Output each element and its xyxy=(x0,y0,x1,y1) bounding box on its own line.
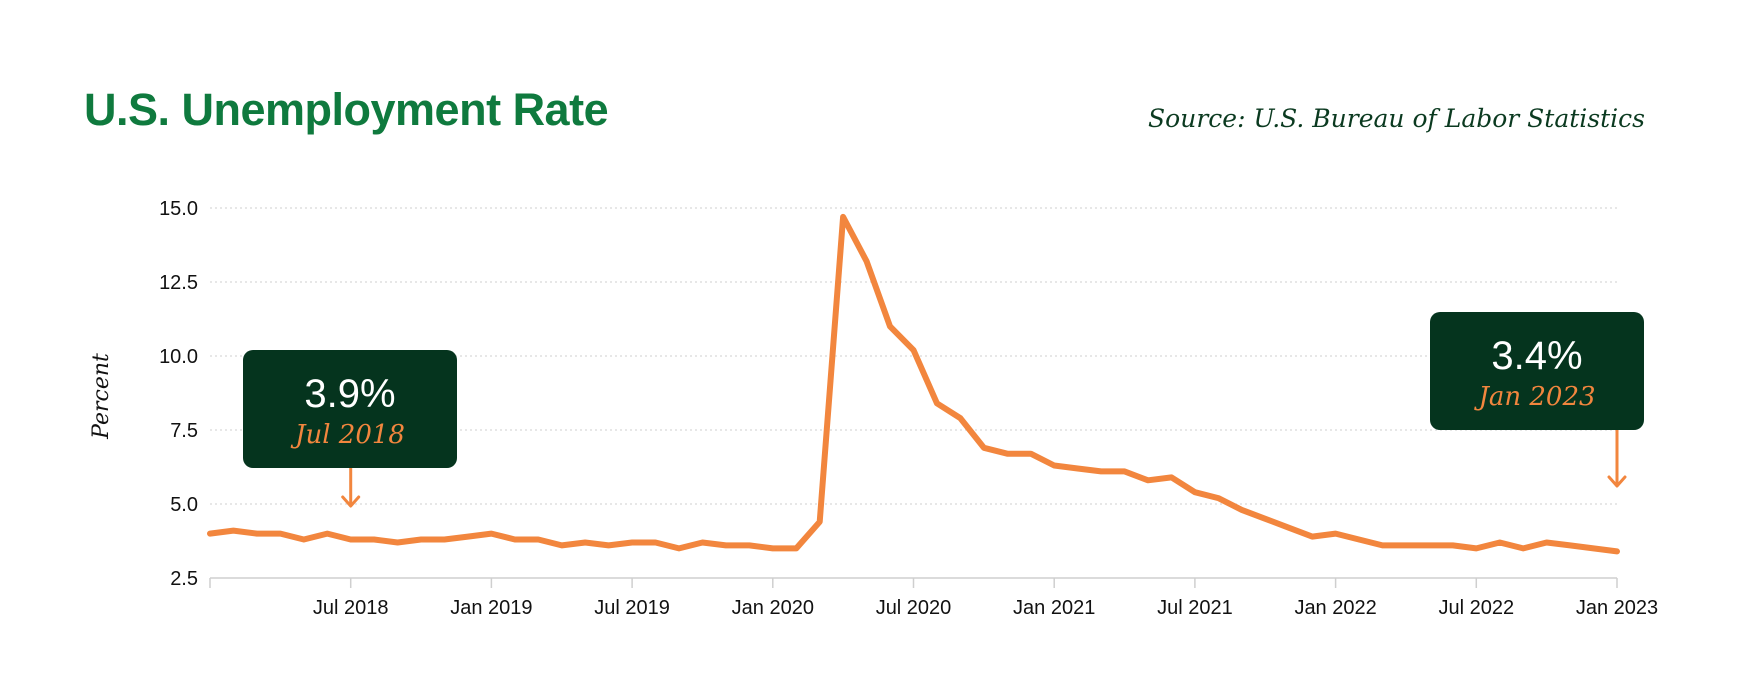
x-tick-label: Jan 2020 xyxy=(732,597,814,619)
chart-title: U.S. Unemployment Rate xyxy=(84,84,609,135)
y-axis-ticks: 2.5 5.0 7.5 10.0 12.5 15.0 xyxy=(159,198,198,590)
callout-box xyxy=(1430,312,1644,430)
callout-box xyxy=(243,350,457,468)
source-note: Source: U.S. Bureau of Labor Statistics xyxy=(1148,104,1645,133)
y-tick-label: 7.5 xyxy=(170,420,198,442)
callout: 3.9% Jul 2018 xyxy=(243,350,457,508)
x-tick-label: Jan 2019 xyxy=(450,597,532,619)
series-line xyxy=(207,213,1620,555)
x-tick-label: Jan 2021 xyxy=(1013,597,1095,619)
x-tick-label: Jul 2021 xyxy=(1157,597,1233,619)
x-tick-label: Jul 2022 xyxy=(1438,597,1514,619)
y-axis-label: Percent xyxy=(89,353,114,440)
callout-value: 3.4% xyxy=(1491,334,1582,378)
callout-date: Jul 2018 xyxy=(290,420,405,450)
arrow-down-icon xyxy=(341,495,361,508)
arrow-down-icon xyxy=(1607,475,1627,488)
x-tick-label: Jan 2022 xyxy=(1294,597,1376,619)
x-tick-label: Jul 2018 xyxy=(313,597,389,619)
callout: 3.4% Jan 2023 xyxy=(1430,312,1644,488)
y-tick-label: 2.5 xyxy=(170,568,198,590)
x-tick-label: Jan 2023 xyxy=(1576,597,1658,619)
y-tick-label: 15.0 xyxy=(159,198,198,220)
callout-value: 3.9% xyxy=(304,372,395,416)
y-tick-label: 10.0 xyxy=(159,346,198,368)
x-tick-label: Jul 2019 xyxy=(594,597,670,619)
x-tick-label: Jul 2020 xyxy=(876,597,952,619)
y-tick-label: 5.0 xyxy=(170,494,198,516)
x-axis-ticks: Jul 2018 Jan 2019 Jul 2019 Jan 2020 Jul 2020… xyxy=(209,578,1658,619)
y-tick-label: 12.5 xyxy=(159,272,198,294)
callouts: 3.9% Jul 2018 3.4% Jan 2023 xyxy=(243,312,1644,508)
callout-date: Jan 2023 xyxy=(1473,382,1595,412)
